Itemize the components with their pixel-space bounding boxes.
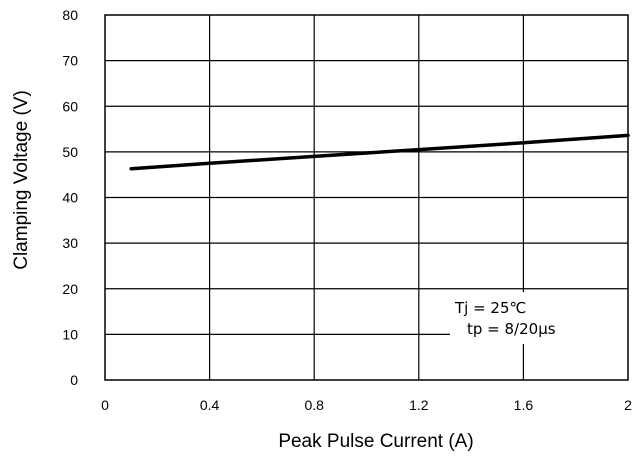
- x-tick-label: 0.8: [304, 397, 324, 413]
- x-tick-label: 1.2: [409, 397, 429, 413]
- y-tick-label: 10: [62, 326, 78, 342]
- x-tick-label: 2: [624, 397, 632, 413]
- annotation-background: [450, 292, 628, 344]
- x-tick-labels: 0 0.4 0.8 1.2 1.6 2: [101, 397, 632, 413]
- series-layer: [129, 133, 630, 171]
- y-tick-label: 60: [62, 98, 78, 114]
- y-tick-label: 30: [62, 235, 78, 251]
- y-tick-label: 70: [62, 53, 78, 69]
- x-tick-label: 0.4: [200, 397, 220, 413]
- series-line: [129, 133, 630, 171]
- annotation-tp: tp = 8/20μs: [467, 320, 556, 338]
- plot-frame: [104, 14, 629, 381]
- y-tick-label: 0: [70, 372, 78, 388]
- y-tick-labels: 0 10 20 30 40 50 60 70 80: [62, 7, 78, 388]
- y-tick-label: 40: [62, 190, 78, 206]
- x-axis-title: Peak Pulse Current (A): [278, 431, 473, 452]
- x-tick-label: 0: [101, 397, 109, 413]
- plot-border: [104, 14, 629, 381]
- annotation-tj: Tj = 25℃: [454, 299, 526, 317]
- y-tick-label: 80: [62, 7, 78, 23]
- y-tick-label: 50: [62, 144, 78, 160]
- y-axis-title: Clamping Voltage (V): [11, 90, 32, 270]
- x-tick-label: 1.6: [514, 397, 534, 413]
- y-tick-label: 20: [62, 281, 78, 297]
